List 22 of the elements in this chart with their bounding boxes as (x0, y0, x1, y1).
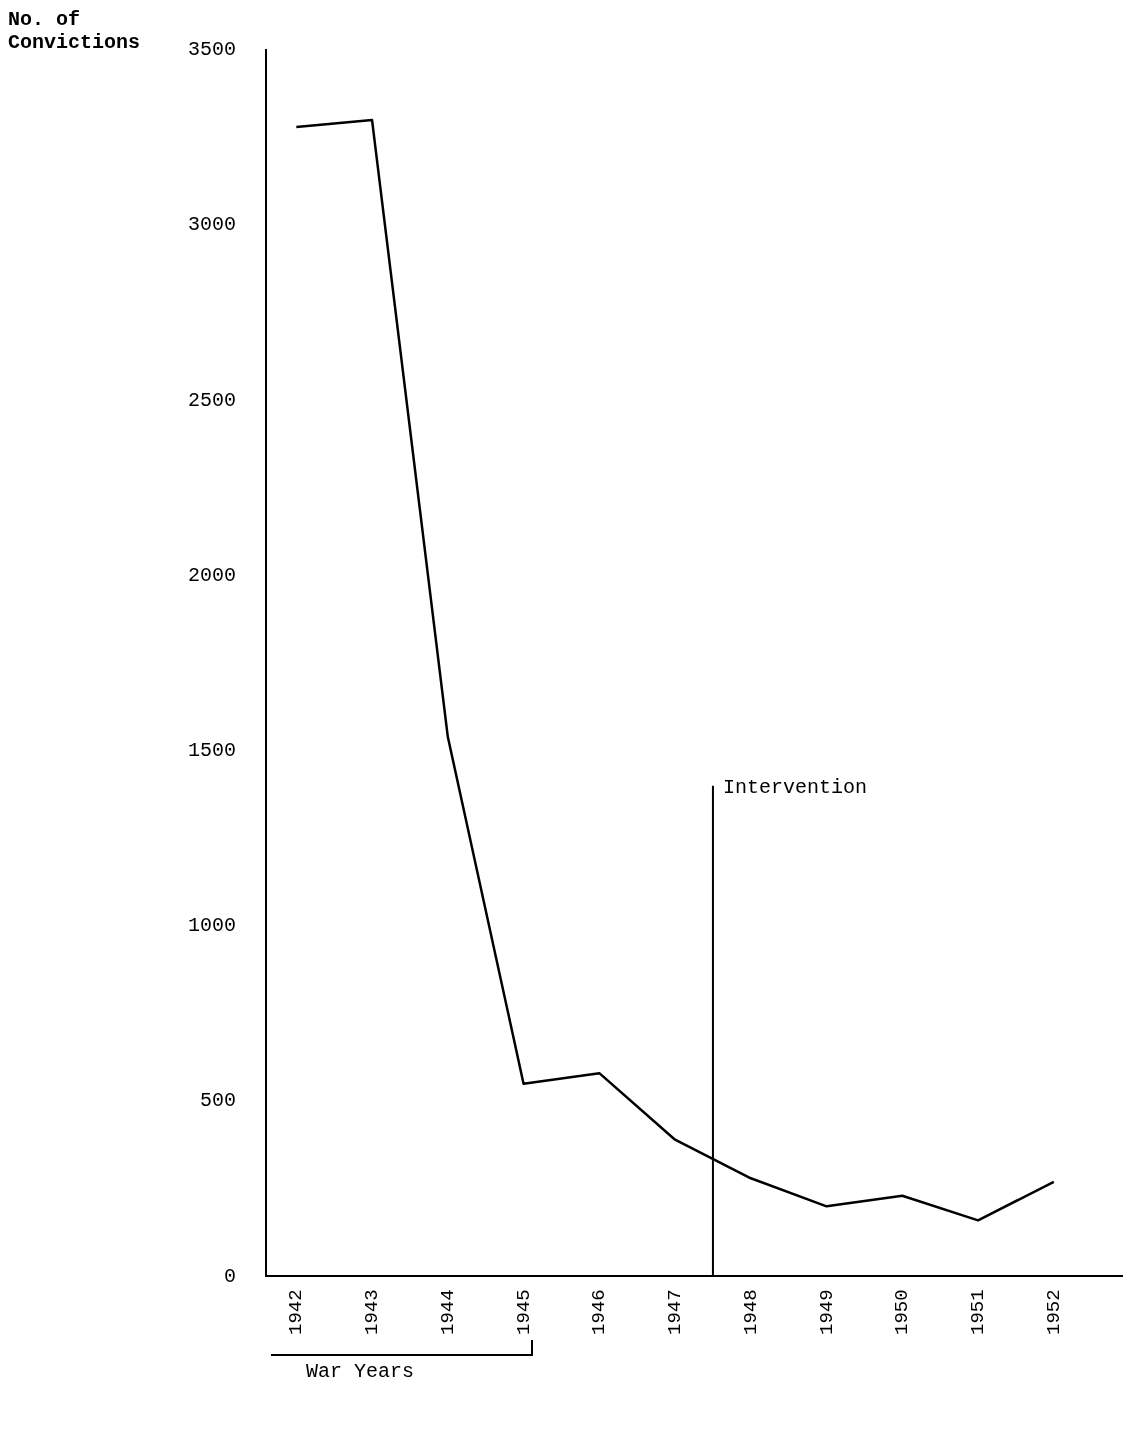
x-tick-label: 1942 (285, 1289, 308, 1335)
y-tick-label: 3000 (187, 213, 237, 237)
y-tick-label: 2000 (187, 563, 237, 587)
y-axis-title: No. of Convictions (8, 8, 142, 54)
ref-line-label: Intervention (722, 776, 867, 800)
x-tick-label: 1948 (739, 1289, 762, 1335)
text: War Years (306, 1360, 415, 1384)
x-tick-label: 1945 (512, 1289, 535, 1335)
x-tick-label: 1951 (967, 1289, 990, 1335)
y-tick-label: 3500 (187, 38, 237, 62)
x-tick-label: 1944 (436, 1289, 459, 1335)
x-tick-label: 1950 (891, 1289, 914, 1335)
y-tick-label: 0 (223, 1264, 237, 1288)
x-tick-label: 1949 (815, 1289, 838, 1335)
y-tick-label: 1500 (187, 739, 237, 763)
x-tick-label: 1946 (588, 1289, 611, 1335)
y-tick-label: 500 (199, 1089, 237, 1113)
y-tick-label: 2500 (187, 388, 237, 412)
x-tick-label: 1952 (1042, 1289, 1065, 1335)
x-tick-label: 1943 (361, 1289, 384, 1335)
x-tick-label: 1947 (664, 1289, 687, 1335)
y-tick-label: 1000 (187, 914, 237, 938)
